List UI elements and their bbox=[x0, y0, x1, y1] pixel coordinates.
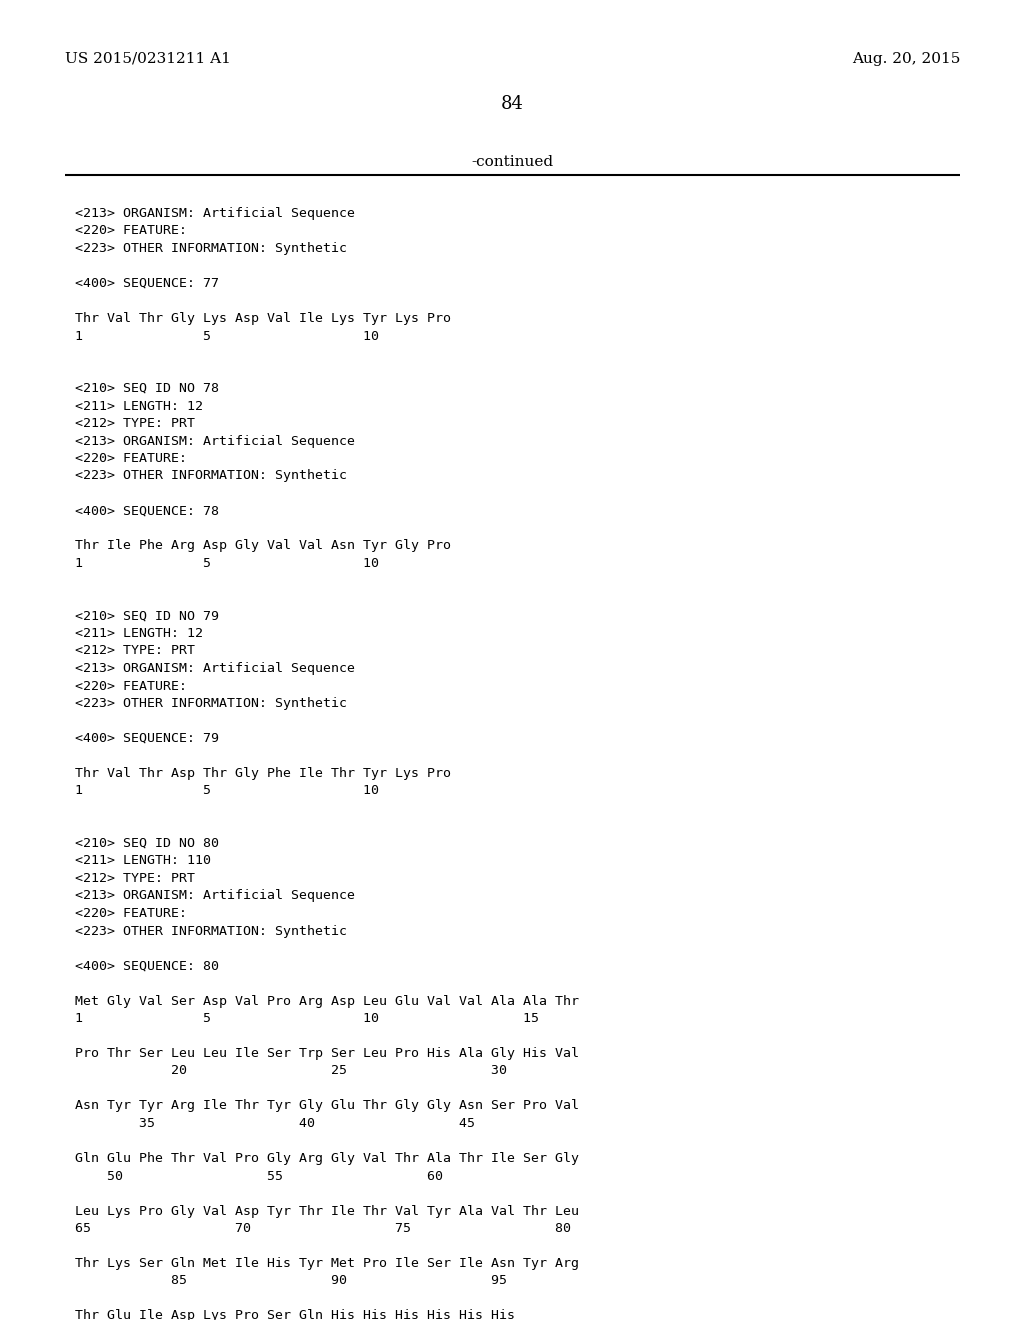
Text: <212> TYPE: PRT: <212> TYPE: PRT bbox=[75, 644, 195, 657]
Text: Thr Ile Phe Arg Asp Gly Val Val Asn Tyr Gly Pro: Thr Ile Phe Arg Asp Gly Val Val Asn Tyr … bbox=[75, 540, 451, 553]
Text: Thr Val Thr Gly Lys Asp Val Ile Lys Tyr Lys Pro: Thr Val Thr Gly Lys Asp Val Ile Lys Tyr … bbox=[75, 312, 451, 325]
Text: <400> SEQUENCE: 80: <400> SEQUENCE: 80 bbox=[75, 960, 219, 973]
Text: <210> SEQ ID NO 78: <210> SEQ ID NO 78 bbox=[75, 381, 219, 395]
Text: -continued: -continued bbox=[471, 154, 553, 169]
Text: <220> FEATURE:: <220> FEATURE: bbox=[75, 680, 187, 693]
Text: 35                  40                  45: 35 40 45 bbox=[75, 1117, 475, 1130]
Text: 84: 84 bbox=[501, 95, 523, 114]
Text: 65                  70                  75                  80: 65 70 75 80 bbox=[75, 1222, 571, 1236]
Text: <210> SEQ ID NO 80: <210> SEQ ID NO 80 bbox=[75, 837, 219, 850]
Text: <220> FEATURE:: <220> FEATURE: bbox=[75, 451, 187, 465]
Text: <400> SEQUENCE: 77: <400> SEQUENCE: 77 bbox=[75, 277, 219, 290]
Text: 1               5                   10                  15: 1 5 10 15 bbox=[75, 1012, 539, 1026]
Text: <212> TYPE: PRT: <212> TYPE: PRT bbox=[75, 417, 195, 430]
Text: <211> LENGTH: 110: <211> LENGTH: 110 bbox=[75, 854, 211, 867]
Text: 1               5                   10: 1 5 10 bbox=[75, 557, 379, 570]
Text: 1               5                   10: 1 5 10 bbox=[75, 330, 379, 342]
Text: 20                  25                  30: 20 25 30 bbox=[75, 1064, 507, 1077]
Text: 50                  55                  60: 50 55 60 bbox=[75, 1170, 443, 1183]
Text: Thr Lys Ser Gln Met Ile His Tyr Met Pro Ile Ser Ile Asn Tyr Arg: Thr Lys Ser Gln Met Ile His Tyr Met Pro … bbox=[75, 1257, 579, 1270]
Text: Thr Val Thr Asp Thr Gly Phe Ile Thr Tyr Lys Pro: Thr Val Thr Asp Thr Gly Phe Ile Thr Tyr … bbox=[75, 767, 451, 780]
Text: <220> FEATURE:: <220> FEATURE: bbox=[75, 224, 187, 238]
Text: 1               5                   10: 1 5 10 bbox=[75, 784, 379, 797]
Text: Thr Glu Ile Asp Lys Pro Ser Gln His His His His His His: Thr Glu Ile Asp Lys Pro Ser Gln His His … bbox=[75, 1309, 515, 1320]
Text: Asn Tyr Tyr Arg Ile Thr Tyr Gly Glu Thr Gly Gly Asn Ser Pro Val: Asn Tyr Tyr Arg Ile Thr Tyr Gly Glu Thr … bbox=[75, 1100, 579, 1113]
Text: <213> ORGANISM: Artificial Sequence: <213> ORGANISM: Artificial Sequence bbox=[75, 207, 355, 220]
Text: <210> SEQ ID NO 79: <210> SEQ ID NO 79 bbox=[75, 610, 219, 623]
Text: <223> OTHER INFORMATION: Synthetic: <223> OTHER INFORMATION: Synthetic bbox=[75, 697, 347, 710]
Text: Leu Lys Pro Gly Val Asp Tyr Thr Ile Thr Val Tyr Ala Val Thr Leu: Leu Lys Pro Gly Val Asp Tyr Thr Ile Thr … bbox=[75, 1204, 579, 1217]
Text: Aug. 20, 2015: Aug. 20, 2015 bbox=[852, 51, 961, 66]
Text: <212> TYPE: PRT: <212> TYPE: PRT bbox=[75, 873, 195, 884]
Text: Pro Thr Ser Leu Leu Ile Ser Trp Ser Leu Pro His Ala Gly His Val: Pro Thr Ser Leu Leu Ile Ser Trp Ser Leu … bbox=[75, 1047, 579, 1060]
Text: <213> ORGANISM: Artificial Sequence: <213> ORGANISM: Artificial Sequence bbox=[75, 434, 355, 447]
Text: <223> OTHER INFORMATION: Synthetic: <223> OTHER INFORMATION: Synthetic bbox=[75, 470, 347, 483]
Text: <400> SEQUENCE: 78: <400> SEQUENCE: 78 bbox=[75, 504, 219, 517]
Text: <213> ORGANISM: Artificial Sequence: <213> ORGANISM: Artificial Sequence bbox=[75, 663, 355, 675]
Text: Gln Glu Phe Thr Val Pro Gly Arg Gly Val Thr Ala Thr Ile Ser Gly: Gln Glu Phe Thr Val Pro Gly Arg Gly Val … bbox=[75, 1152, 579, 1166]
Text: <220> FEATURE:: <220> FEATURE: bbox=[75, 907, 187, 920]
Text: <211> LENGTH: 12: <211> LENGTH: 12 bbox=[75, 627, 203, 640]
Text: <400> SEQUENCE: 79: <400> SEQUENCE: 79 bbox=[75, 733, 219, 744]
Text: <223> OTHER INFORMATION: Synthetic: <223> OTHER INFORMATION: Synthetic bbox=[75, 242, 347, 255]
Text: 85                  90                  95: 85 90 95 bbox=[75, 1275, 507, 1287]
Text: Met Gly Val Ser Asp Val Pro Arg Asp Leu Glu Val Val Ala Ala Thr: Met Gly Val Ser Asp Val Pro Arg Asp Leu … bbox=[75, 994, 579, 1007]
Text: US 2015/0231211 A1: US 2015/0231211 A1 bbox=[65, 51, 230, 66]
Text: <213> ORGANISM: Artificial Sequence: <213> ORGANISM: Artificial Sequence bbox=[75, 890, 355, 903]
Text: <223> OTHER INFORMATION: Synthetic: <223> OTHER INFORMATION: Synthetic bbox=[75, 924, 347, 937]
Text: <211> LENGTH: 12: <211> LENGTH: 12 bbox=[75, 400, 203, 412]
